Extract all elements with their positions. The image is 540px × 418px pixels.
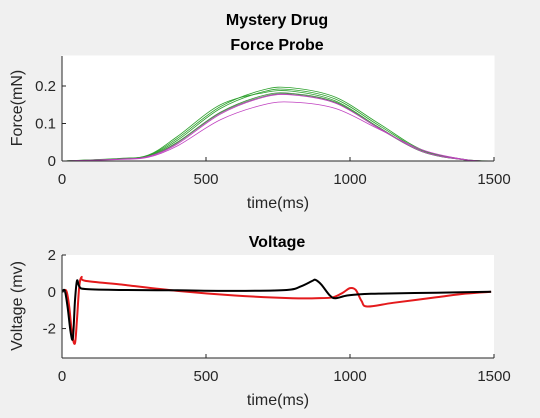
plot-area xyxy=(62,56,494,161)
chart-title: Mystery Drug xyxy=(226,12,328,29)
y-tick-label: 0 xyxy=(48,153,56,170)
x-tick-label: 1000 xyxy=(333,368,366,385)
x-ticks: 0 500 1000 1500 xyxy=(58,354,511,385)
chart-title: Voltage xyxy=(249,234,306,251)
y-ticks: 0 0.1 0.2 xyxy=(35,78,66,170)
y-tick-label: 0.2 xyxy=(35,78,56,95)
x-tick-label: 500 xyxy=(193,368,218,385)
series-line-7 xyxy=(61,101,495,162)
series-line-1 xyxy=(61,275,492,345)
x-tick-label: 1500 xyxy=(477,368,510,385)
x-tick-label: 500 xyxy=(193,171,218,188)
y-axis-label: Voltage (mv) xyxy=(9,261,26,351)
x-tick-label: 0 xyxy=(58,171,66,188)
y-ticks: -2 0 2 xyxy=(43,247,66,338)
series-line-6 xyxy=(61,94,495,162)
x-tick-label: 1500 xyxy=(477,171,510,188)
y-tick-label: -2 xyxy=(43,321,56,338)
x-axis-label: time(ms) xyxy=(247,392,309,409)
x-axis-label: time(ms) xyxy=(247,195,309,212)
y-axis-label: Force(mN) xyxy=(9,70,26,146)
x-tick-label: 0 xyxy=(58,368,66,385)
chart-subtitle: Force Probe xyxy=(230,37,323,54)
y-tick-label: 0.1 xyxy=(35,116,56,133)
series-group xyxy=(61,86,495,162)
x-ticks: 0 500 1000 1500 xyxy=(58,157,511,188)
force-probe-plot: Mystery Drug Force Probe 0 500 1000 1500 00… xyxy=(9,12,511,212)
y-tick-label: 2 xyxy=(48,247,56,264)
series-line-2 xyxy=(61,278,492,341)
y-tick-label: 0 xyxy=(48,284,56,301)
series-group xyxy=(61,275,492,345)
voltage-plot: Voltage 0 500 1000 1500 -2 0 2 time(ms) Volta… xyxy=(9,234,511,409)
plot-area xyxy=(62,255,494,358)
x-tick-label: 1000 xyxy=(333,171,366,188)
